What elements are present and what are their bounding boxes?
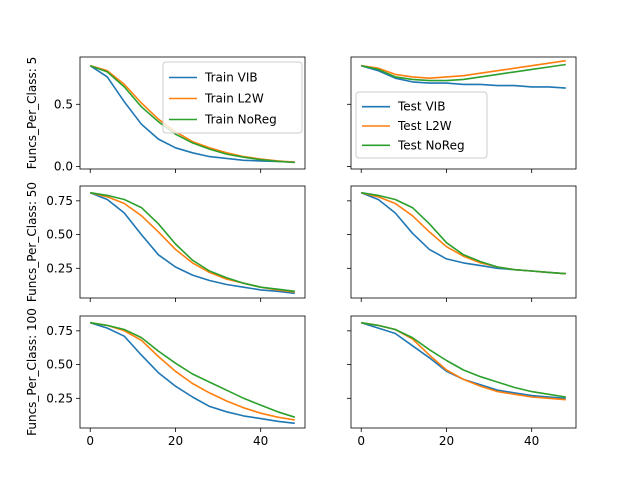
y-tick-label: 0.25 — [46, 261, 73, 275]
legend-r0c0: Train VIB Train L2W Train NoReg — [162, 61, 303, 134]
axes-frame — [79, 315, 306, 429]
panel-r2c0: 0 20 40 0.25 0.50 0.75 — [46, 315, 306, 448]
panel-r1c0: 0.25 0.50 0.75 — [46, 185, 306, 302]
x-tick-label: 0 — [357, 434, 365, 448]
row-label-2: Funcs_Per_Class: 100 — [25, 308, 39, 436]
panel-r2c1: 0 20 40 — [347, 315, 577, 448]
legend-label-vib: Train VIB — [204, 71, 258, 85]
panels-layer: 0.0 0.5 0.25 0.50 0.75 0 20 40 0.25 0.50 0.75 0 20 40… — [46, 56, 577, 448]
legend-label-noreg: Test NoReg — [397, 138, 465, 152]
series-line-noreg-r0c0 — [89, 64, 295, 164]
legend-label-l2w: Test L2W — [397, 119, 452, 133]
x-tick-label: 20 — [168, 434, 183, 448]
series-line-vib-r0c0 — [89, 65, 295, 163]
row-label-1: Funcs_Per_Class: 50 — [25, 182, 39, 302]
legend-label-noreg: Train NoReg — [204, 113, 277, 127]
panel-r0c0: 0.0 0.5 — [54, 56, 306, 174]
series-line-vib-r2c0 — [89, 321, 295, 425]
legend-label-l2w: Train L2W — [204, 92, 264, 106]
legend-box — [355, 91, 488, 159]
y-tick-label: 0.0 — [54, 160, 73, 174]
x-tick-label: 40 — [524, 434, 539, 448]
axes-frame — [79, 185, 306, 299]
series-line-l2w-r2c0 — [90, 321, 295, 421]
y-tick-label: 0.5 — [54, 97, 73, 111]
legend-r0c1: Test VIB Test L2W Test NoReg — [355, 91, 488, 159]
series-line-vib-r1c1 — [360, 191, 566, 275]
axes-frame — [350, 56, 577, 170]
series-line-vib-r2c1 — [360, 321, 566, 400]
series-line-vib-r1c0 — [89, 191, 295, 295]
axes-frame — [350, 185, 577, 299]
y-tick-label: 0.50 — [46, 358, 73, 372]
panel-r0c1 — [347, 56, 577, 173]
series-line-l2w-r1c1 — [361, 191, 566, 275]
series-line-noreg-r2c1 — [361, 321, 566, 398]
legend-label-vib: Test VIB — [397, 100, 445, 114]
series-line-l2w-r1c0 — [90, 191, 295, 293]
series-line-noreg-r2c0 — [90, 321, 296, 418]
series-line-l2w-r0c1 — [361, 59, 566, 79]
axes-frame — [79, 56, 306, 170]
series-line-noreg-r1c1 — [361, 191, 566, 275]
series-line-l2w-r2c1 — [361, 321, 566, 401]
series-line-noreg-r1c0 — [90, 191, 295, 293]
y-tick-label: 0.75 — [46, 324, 73, 338]
y-tick-label: 0.50 — [46, 228, 73, 242]
y-tick-label: 0.75 — [46, 194, 73, 208]
x-tick-label: 20 — [439, 434, 454, 448]
y-tick-label: 0.25 — [46, 391, 73, 405]
legend-box — [162, 61, 303, 134]
x-tick-label: 0 — [86, 434, 94, 448]
series-line-vib-r0c1 — [360, 64, 566, 89]
panel-r1c1 — [347, 185, 577, 302]
series-line-noreg-r0c1 — [361, 63, 566, 82]
x-tick-label: 40 — [253, 434, 268, 448]
row-labels-layer: Funcs_Per_Class: 5 Funcs_Per_Class: 50 Fun… — [25, 57, 39, 436]
row-label-0: Funcs_Per_Class: 5 — [25, 57, 39, 170]
axes-frame — [350, 315, 577, 429]
